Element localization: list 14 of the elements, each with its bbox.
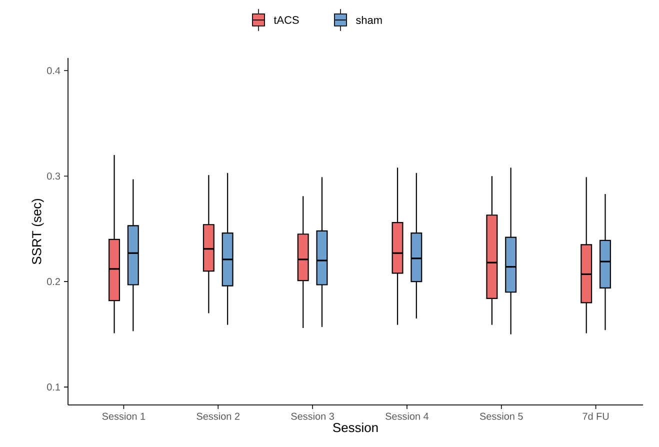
y-tick-label: 0.3 (47, 172, 60, 180)
x-tick-label: 7d FU (582, 412, 609, 420)
y-tick-label: 0.2 (47, 278, 60, 286)
y-axis-title: SSRT (sec) (32, 198, 44, 264)
legend-label: tACS (274, 16, 299, 24)
y-tick-label: 0.1 (47, 384, 60, 391)
x-tick-label: Session 4 (386, 412, 429, 420)
x-axis-title: Session (333, 422, 378, 432)
x-tick-label: Session 1 (102, 412, 146, 420)
x-tick-label: Session 5 (480, 412, 523, 420)
x-tick-label: Session 2 (196, 412, 240, 420)
y-tick-label: 0.4 (47, 67, 60, 74)
x-tick-label: Session 3 (291, 412, 334, 420)
legend-label: sham (356, 16, 382, 24)
